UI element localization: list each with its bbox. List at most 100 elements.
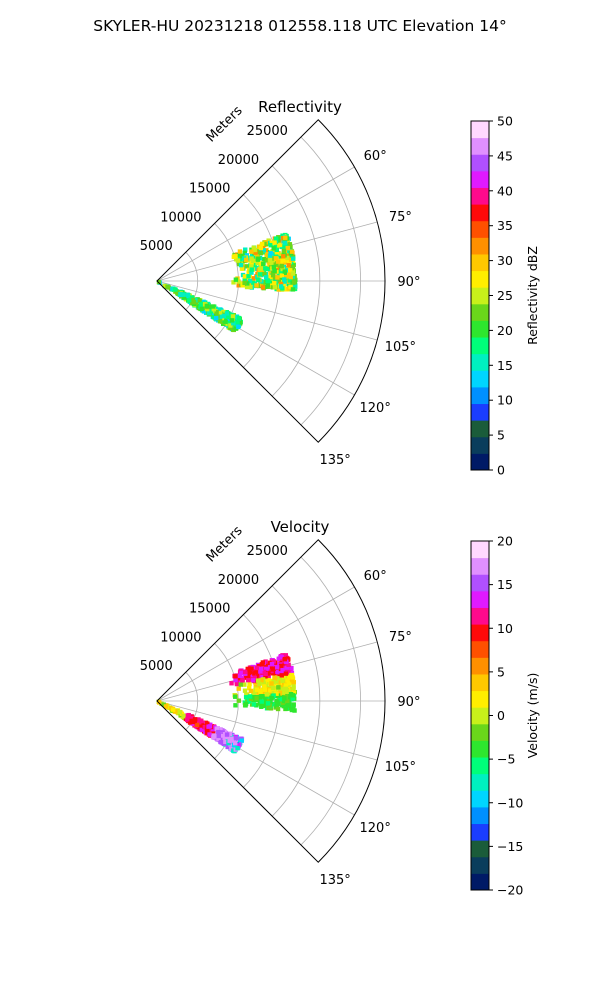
echo-gate bbox=[274, 679, 279, 684]
echo-gate bbox=[290, 271, 296, 276]
echo-gate bbox=[265, 701, 271, 706]
echo-gate bbox=[247, 256, 252, 261]
colorbar-tick-label: −15 bbox=[497, 839, 523, 854]
echo-gate bbox=[249, 666, 254, 671]
echo-gate bbox=[238, 682, 243, 687]
echo-gate bbox=[231, 280, 236, 285]
echo-gate bbox=[201, 309, 207, 314]
echo-gate bbox=[210, 727, 216, 732]
echo-gate bbox=[197, 298, 202, 304]
echo-gate bbox=[286, 703, 291, 708]
theta-tick-label: 90° bbox=[397, 275, 420, 290]
echo-gate bbox=[287, 242, 293, 247]
echo-gate bbox=[278, 281, 284, 287]
echo-gate bbox=[266, 677, 272, 683]
grid-ray bbox=[156, 166, 355, 282]
echo-gate bbox=[286, 263, 291, 268]
echo-gate bbox=[217, 314, 223, 320]
echo-gate bbox=[196, 725, 201, 730]
echo-gate bbox=[243, 701, 249, 707]
echo-gate bbox=[235, 258, 241, 263]
echo-gate bbox=[252, 675, 257, 681]
grid-ray bbox=[156, 586, 355, 702]
echo-gate bbox=[269, 681, 274, 686]
echo-gate bbox=[286, 270, 292, 276]
colorbar-tick-label: 25 bbox=[497, 288, 513, 303]
radial-tick-label: 15000 bbox=[189, 182, 230, 197]
echo-gate bbox=[281, 703, 286, 709]
echo-gate bbox=[290, 276, 296, 282]
echo-gate bbox=[191, 299, 197, 305]
echo-gate bbox=[280, 266, 285, 272]
echo-gate bbox=[259, 699, 264, 704]
echo-gate bbox=[271, 264, 277, 270]
echo-gate bbox=[231, 748, 236, 753]
echo-gate bbox=[291, 690, 297, 695]
echo-gate bbox=[269, 696, 274, 701]
echo-gate bbox=[228, 325, 233, 331]
echo-gate bbox=[279, 673, 284, 678]
echo-gate bbox=[254, 687, 260, 692]
echo-gate bbox=[282, 698, 287, 704]
colorbar-swatch bbox=[471, 541, 489, 559]
echo-gate bbox=[206, 724, 211, 729]
echo-gate bbox=[255, 674, 261, 679]
echo-gate bbox=[263, 674, 268, 679]
echo-gate bbox=[246, 699, 252, 704]
polar-frame bbox=[156, 539, 386, 863]
echo-gate bbox=[234, 735, 239, 741]
echo-gate bbox=[224, 732, 230, 737]
echo-gate bbox=[258, 245, 264, 251]
radial-tick-label: 5000 bbox=[140, 659, 173, 674]
echo-gate bbox=[205, 729, 210, 735]
echo-gate bbox=[252, 671, 257, 676]
echo-gate bbox=[268, 706, 274, 711]
echo-gate bbox=[222, 318, 227, 323]
echo-gate bbox=[271, 688, 277, 693]
echo-gate bbox=[186, 297, 192, 303]
echo-gate bbox=[262, 241, 267, 247]
radial-tick-label: 10000 bbox=[160, 210, 201, 225]
echo-gate bbox=[178, 291, 183, 297]
radial-tick-label: 25000 bbox=[247, 124, 288, 139]
colorbar-tick-label: 45 bbox=[497, 148, 513, 163]
echo-gate bbox=[221, 313, 227, 319]
echo-gate bbox=[225, 744, 230, 750]
echo-gate bbox=[280, 667, 285, 673]
echo-gate bbox=[289, 249, 295, 254]
echo-gate bbox=[280, 235, 286, 241]
echo-gate bbox=[271, 693, 276, 698]
echo-gate bbox=[244, 692, 249, 697]
echo-gate bbox=[277, 690, 282, 696]
echo-gate bbox=[207, 727, 212, 732]
echo-gate bbox=[194, 722, 200, 728]
echo-gate bbox=[242, 250, 247, 256]
echo-gate bbox=[261, 248, 267, 253]
echo-gate bbox=[189, 295, 195, 300]
echo-gate bbox=[242, 688, 248, 693]
echo-gate bbox=[282, 269, 287, 274]
echo-gate bbox=[283, 683, 289, 688]
echo-gate bbox=[239, 266, 245, 271]
grid-ray bbox=[156, 700, 378, 761]
echo-gate bbox=[243, 695, 249, 700]
echo-gate bbox=[236, 252, 242, 258]
echo-gate bbox=[286, 696, 291, 701]
echo-gate bbox=[264, 681, 269, 687]
colorbar-tick-label: 30 bbox=[497, 253, 513, 268]
echo-gate bbox=[238, 262, 244, 268]
echo-gate bbox=[254, 702, 259, 708]
echo-gate bbox=[263, 694, 268, 700]
echo-gate bbox=[220, 733, 225, 739]
echo-gate bbox=[278, 238, 284, 244]
echo-gate bbox=[273, 236, 279, 241]
echo-gate bbox=[185, 717, 190, 722]
echo-gate bbox=[181, 292, 186, 297]
echo-gate bbox=[257, 272, 263, 277]
echo-gate bbox=[162, 283, 168, 289]
echo-gate bbox=[259, 666, 264, 672]
echo-gate bbox=[225, 321, 230, 327]
echo-gate bbox=[267, 253, 273, 259]
colorbar-swatch bbox=[471, 170, 489, 188]
echo-gate bbox=[287, 268, 293, 273]
